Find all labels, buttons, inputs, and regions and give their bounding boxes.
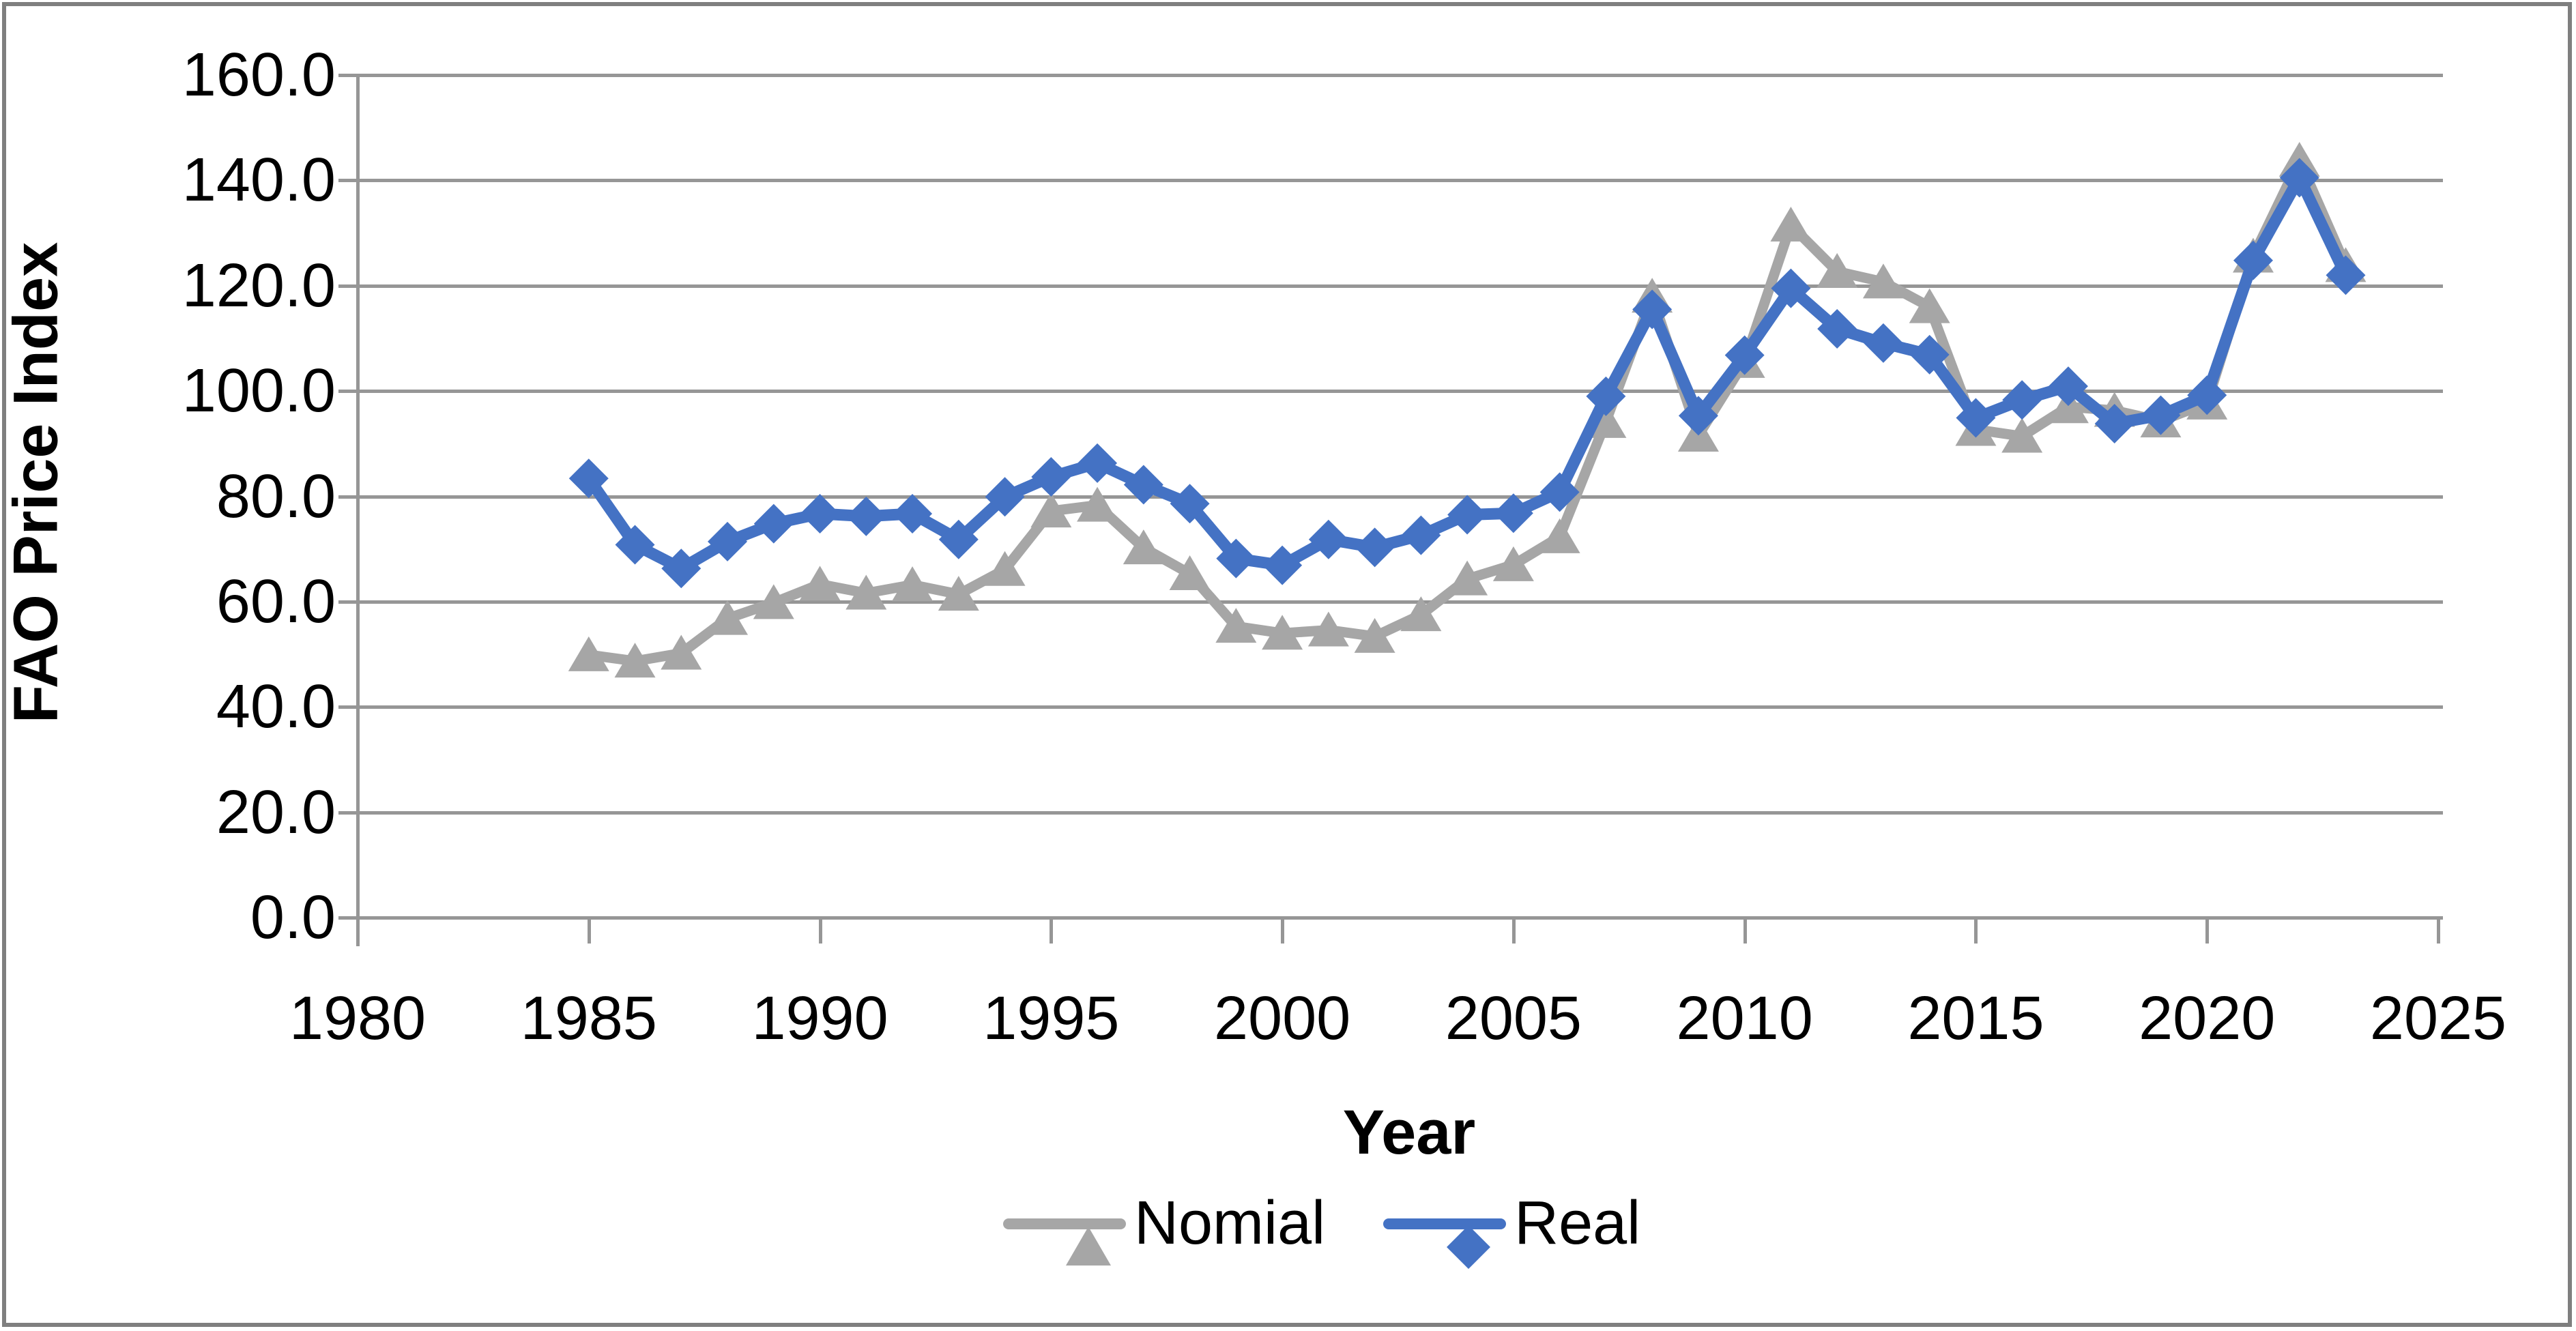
y-tick-label: 80.0: [216, 462, 336, 531]
y-axis-tick: [338, 495, 358, 499]
nominal-line-sample: [1003, 1218, 1126, 1229]
y-tick-label: 40.0: [216, 673, 336, 742]
x-tick-label: 2020: [2139, 984, 2276, 1053]
x-tick-label: 2025: [2369, 984, 2507, 1053]
x-tick-label: 2015: [1907, 984, 2044, 1053]
x-tick-label: 1980: [289, 984, 426, 1053]
x-axis-tick: [2437, 918, 2440, 944]
y-tick-label: 160.0: [182, 41, 336, 109]
real-legend-sample: [1383, 1186, 1507, 1269]
y-axis-title: FAO Price Index: [1, 242, 71, 724]
y-axis-tick: [338, 810, 358, 815]
x-axis-tick: [587, 918, 591, 944]
x-axis-tick: [1050, 918, 1054, 944]
x-axis-tick: [1281, 918, 1285, 944]
gridline: [358, 390, 2443, 394]
legend: Nomial Real: [1003, 1186, 1641, 1269]
y-axis-tick: [338, 705, 358, 710]
y-axis-tick: [338, 390, 358, 394]
x-axis-title: Year: [1342, 1098, 1476, 1167]
y-axis-tick: [338, 600, 358, 604]
x-tick-label: 2000: [1214, 984, 1351, 1053]
gridline: [358, 600, 2443, 604]
y-tick-label: 100.0: [182, 357, 336, 426]
nominal-legend-sample: [1003, 1186, 1126, 1266]
y-axis-tick: [338, 74, 358, 77]
y-tick-label: 0.0: [250, 883, 336, 952]
legend-label-real: Real: [1514, 1189, 1641, 1257]
y-tick-label: 20.0: [216, 778, 336, 847]
y-axis-tick: [338, 179, 358, 183]
x-axis-line: [358, 916, 2443, 920]
x-tick-label: 2010: [1676, 984, 1813, 1053]
x-axis-tick: [2205, 918, 2210, 944]
gridline: [358, 705, 2443, 710]
legend-item-real: Real: [1383, 1186, 1641, 1269]
y-tick-label: 120.0: [182, 251, 336, 320]
x-tick-label: 1990: [751, 984, 888, 1053]
gridline: [358, 810, 2443, 815]
gridline: [358, 74, 2443, 77]
legend-item-nominal: Nomial: [1003, 1186, 1326, 1266]
gridline: [358, 495, 2443, 499]
gridline: [358, 179, 2443, 183]
x-tick-label: 1995: [983, 984, 1120, 1053]
legend-label-nominal: Nomial: [1134, 1189, 1326, 1257]
real-line-sample: [1383, 1218, 1507, 1229]
y-tick-label: 60.0: [216, 567, 336, 636]
x-tick-label: 1985: [520, 984, 657, 1053]
x-axis-tick: [818, 918, 822, 944]
x-axis-tick: [1974, 918, 1978, 944]
y-axis-tick: [338, 284, 358, 288]
x-axis-tick: [1511, 918, 1516, 944]
gridline: [358, 284, 2443, 288]
y-axis-line: [356, 75, 360, 946]
x-axis-tick: [1743, 918, 1747, 944]
x-tick-label: 2005: [1445, 984, 1582, 1053]
y-axis-tick: [338, 916, 358, 920]
x-axis-tick: [356, 918, 360, 944]
y-tick-label: 140.0: [182, 146, 336, 215]
